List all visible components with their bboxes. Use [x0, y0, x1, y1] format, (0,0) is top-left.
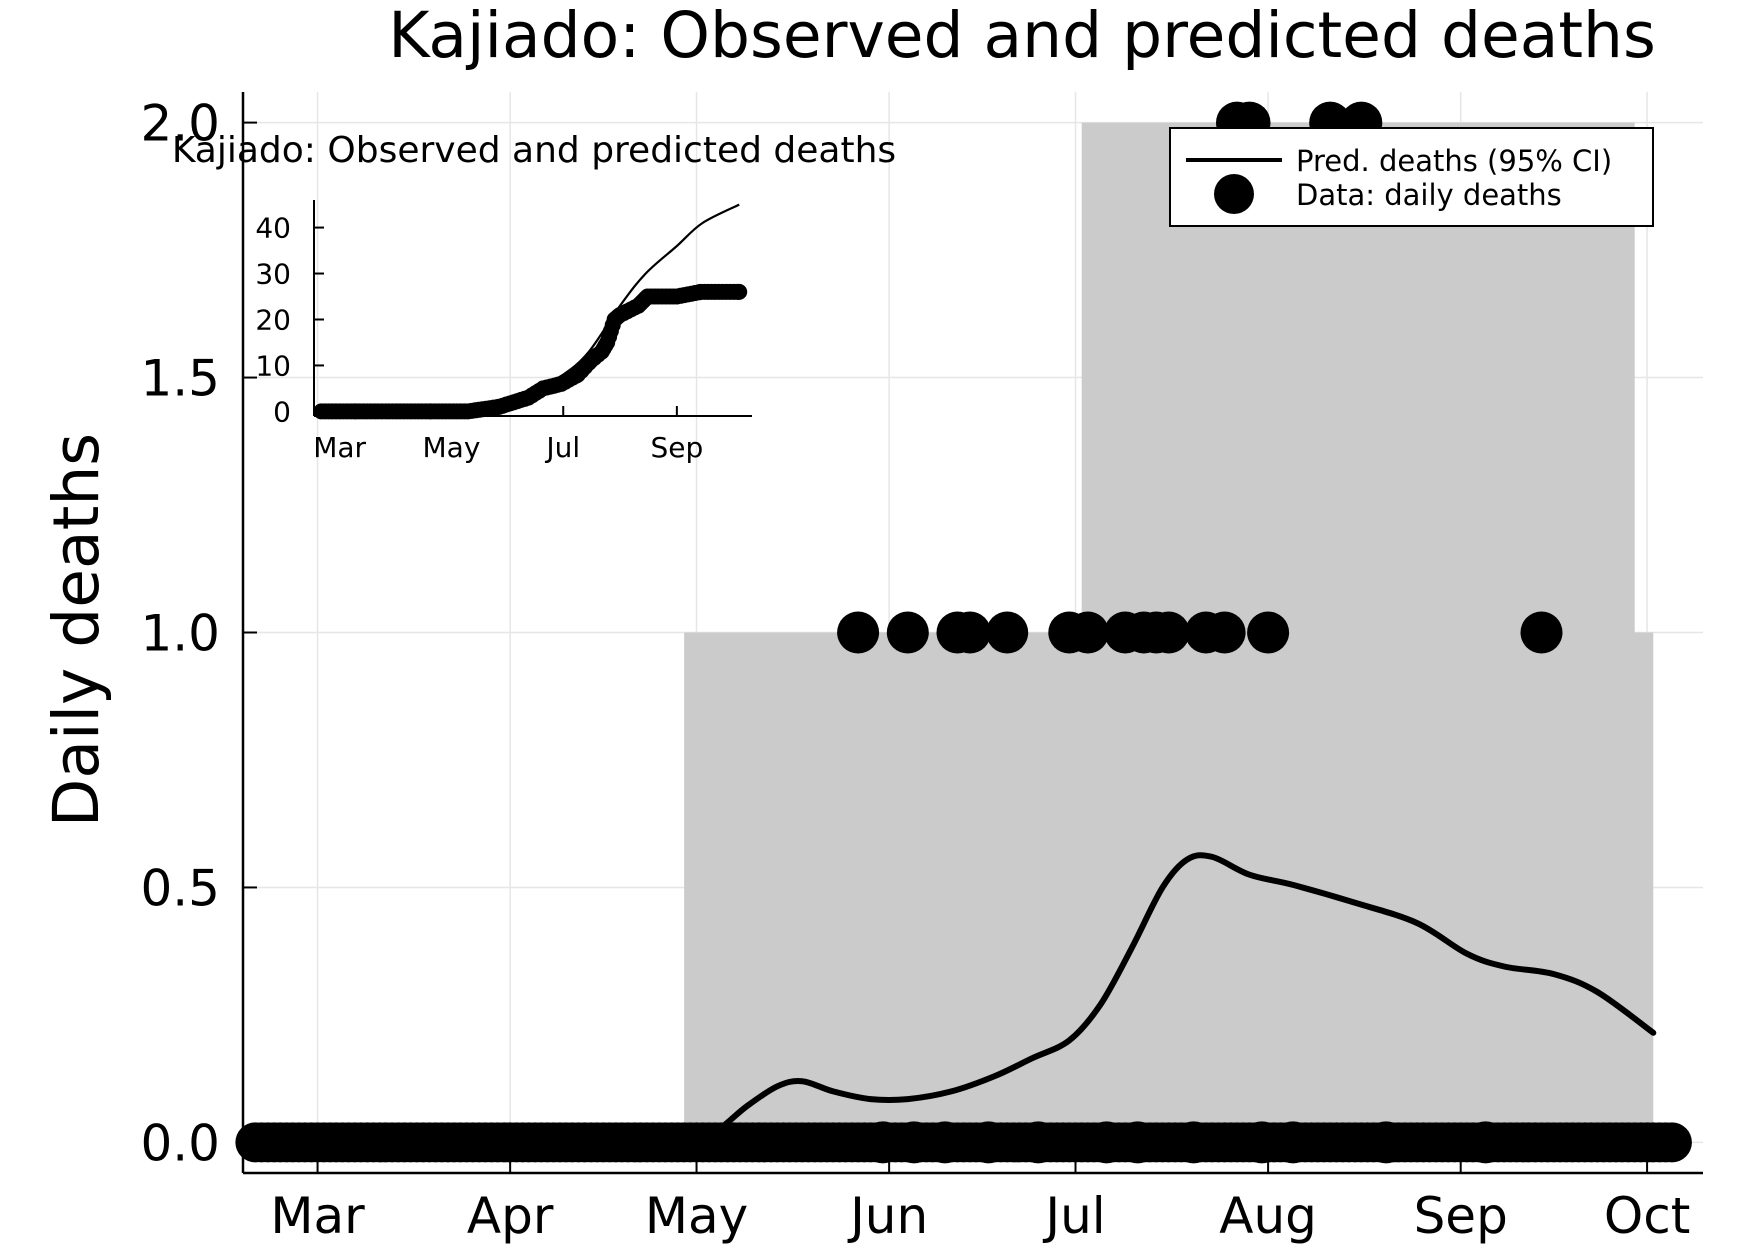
inset-y-tick-label: 0 [273, 395, 291, 428]
y-tick-label: 1.0 [140, 605, 220, 663]
data-point [967, 1121, 1010, 1164]
inset-y-tick-label: 40 [255, 212, 291, 245]
y-tick-label: 1.5 [140, 350, 220, 408]
inset-data-point [731, 283, 748, 300]
inset-title: Kajiado: Observed and predicted deaths [172, 130, 896, 171]
data-point [837, 611, 880, 654]
inset-x-tick-label: May [423, 431, 481, 464]
inset-x-tick-label: Mar [313, 431, 366, 464]
data-point [861, 1121, 904, 1164]
legend-label-prediction: Pred. deaths (95% CI) [1296, 144, 1612, 178]
inset-x-tick-label: Jul [544, 431, 580, 464]
inset-x-tick-labels: Mar May Jul Sep [313, 431, 703, 464]
data-point [1240, 1121, 1283, 1164]
data-point [924, 1121, 966, 1164]
inset-y-tick-labels: 0 10 20 30 40 [255, 212, 291, 429]
data-point [1272, 1121, 1314, 1164]
inset-axes [313, 200, 752, 417]
x-tick-label: Jun [847, 1187, 928, 1245]
inset-y-tick-label: 20 [255, 303, 291, 336]
data-point [1172, 1121, 1215, 1164]
legend: Pred. deaths (95% CI) Data: daily deaths [1169, 127, 1654, 227]
data-point [886, 611, 929, 654]
data-points [235, 101, 1692, 1164]
data-point [1520, 611, 1563, 654]
data-point [1116, 1121, 1159, 1164]
inset-x-tick-label: Sep [650, 431, 703, 464]
x-tick-label: Mar [270, 1187, 365, 1245]
x-tick-label: Aug [1219, 1187, 1317, 1245]
data-point [1365, 1121, 1408, 1164]
data-point [1203, 611, 1246, 654]
data-point [1651, 1122, 1692, 1163]
x-tick-label: Oct [1604, 1187, 1690, 1245]
legend-box [1169, 127, 1654, 227]
x-tick-label: Apr [467, 1187, 554, 1245]
y-tick-label: 0.0 [140, 1114, 220, 1172]
legend-dot-marker [1214, 174, 1254, 214]
data-point [1147, 611, 1190, 654]
y-axis-label: Daily deaths [40, 433, 113, 827]
data-point [893, 1121, 935, 1164]
y-tick-label: 0.5 [140, 859, 220, 917]
inset-y-tick-label: 10 [255, 349, 291, 382]
main-plot: Mar Apr May Jun Jul Aug Sep Oct 0.0 0.5 1.0 1.5 2.0… [40, 0, 1703, 1245]
x-tick-label: May [645, 1187, 748, 1245]
y-tick-labels: 0.0 0.5 1.0 1.5 2.0 [140, 95, 220, 1173]
data-point [1464, 1121, 1507, 1164]
legend-label-data: Data: daily deaths [1296, 178, 1562, 212]
y-tick-label: 2.0 [140, 95, 220, 153]
data-point [1066, 611, 1109, 654]
inset-y-tick-label: 30 [255, 258, 291, 291]
inset-data-points [313, 283, 748, 420]
data-point [986, 611, 1029, 654]
x-tick-label: Jul [1042, 1187, 1105, 1245]
inset-plot: Kajiado: Observed and predicted deaths M… [172, 130, 896, 464]
prediction-line-path [687, 852, 1657, 1146]
chart-title: Kajiado: Observed and predicted deaths [388, 0, 1656, 72]
prediction-line [687, 852, 1657, 1146]
data-point [948, 611, 991, 654]
main-axes [241, 92, 1703, 1175]
data-point [1085, 1121, 1128, 1164]
data-point [1017, 1121, 1060, 1164]
x-tick-labels: Mar Apr May Jun Jul Aug Sep Oct [270, 1187, 1690, 1245]
x-tick-label: Sep [1414, 1187, 1508, 1245]
data-point [1247, 611, 1290, 654]
